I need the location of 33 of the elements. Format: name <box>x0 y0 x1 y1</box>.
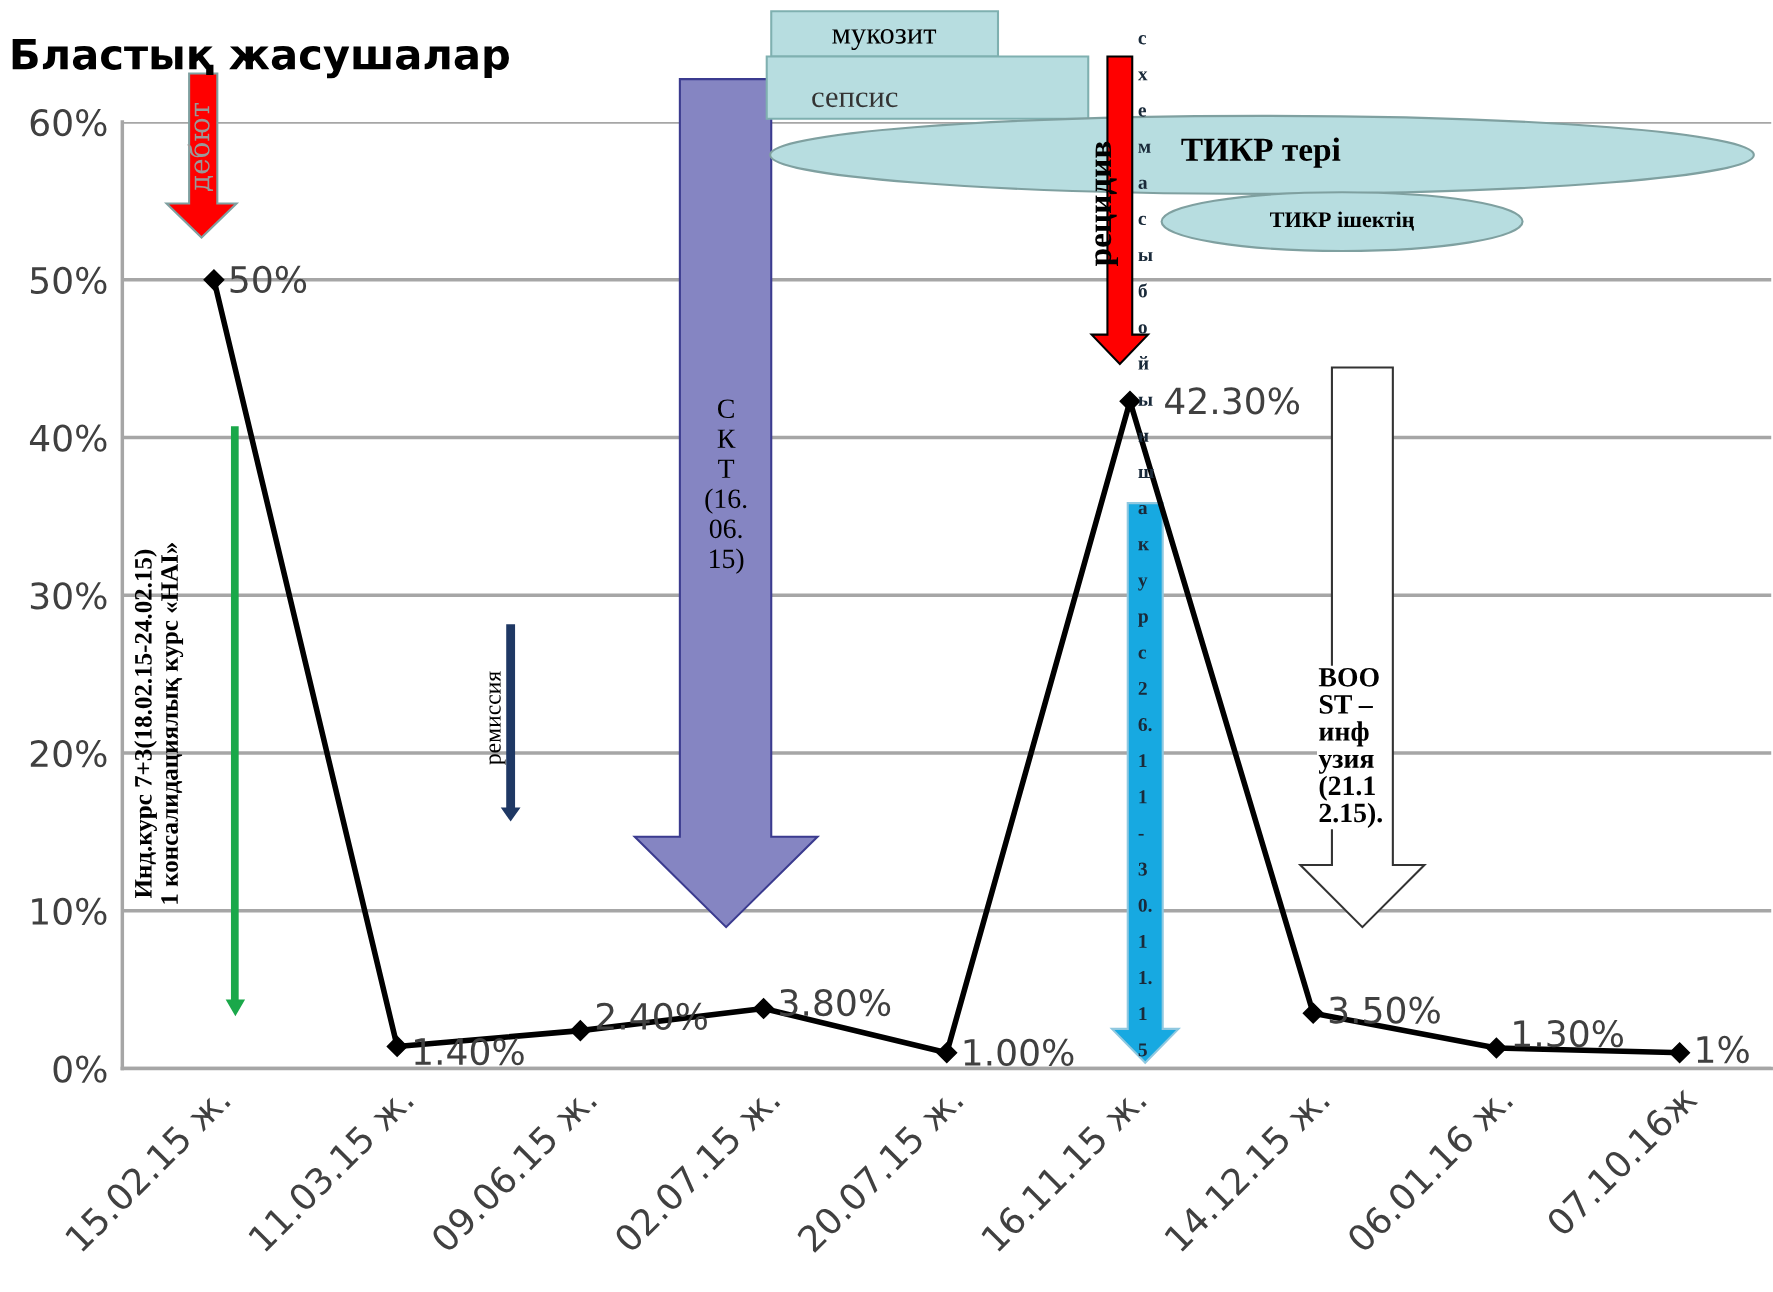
data-label: 3.80% <box>780 988 891 1017</box>
chart-title: Бластық жасушалар <box>12 38 509 79</box>
data-label: 3.50% <box>1329 996 1440 1024</box>
data-label: 1.30% <box>1514 1020 1624 1048</box>
y-tick-label: 0% <box>53 1055 107 1083</box>
point <box>1485 1037 1507 1059</box>
point <box>203 269 225 291</box>
annotation: Инд.курс 7+3(18.02.15-24.02.15) 1 консалидациялық курс «HAI» <box>134 542 184 904</box>
annotation: дебют <box>187 103 214 191</box>
point <box>936 1042 958 1064</box>
y-tick-label: 30% <box>30 582 107 610</box>
data-label: 50% <box>230 265 307 294</box>
annotation: С К Т (16. 06. 15) <box>705 399 747 574</box>
point <box>386 1035 408 1057</box>
y-tick-label: 10% <box>32 897 107 925</box>
text: сепсис <box>812 92 898 108</box>
point <box>1302 1002 1324 1024</box>
annotation: ТИКР ішектің <box>1270 211 1414 231</box>
y-tick-label: 50% <box>30 266 107 295</box>
point <box>569 1020 591 1042</box>
annotation: ремиссия <box>489 671 506 765</box>
data-label: 1% <box>1697 1035 1749 1064</box>
data-label: 42.30% <box>1165 387 1300 415</box>
annotation: ТИКР тері <box>1181 137 1341 168</box>
y-tick-label: 20% <box>30 739 107 768</box>
point <box>1669 1042 1691 1064</box>
data-label: 1.40% <box>415 1037 524 1066</box>
data-label: 1.00% <box>964 1038 1074 1066</box>
point <box>753 998 775 1020</box>
text: мукозит <box>832 29 937 51</box>
annotation: BOO ST – инф узия (21.1 2.15). <box>1318 667 1382 828</box>
y-tick-label: 40% <box>29 424 107 452</box>
y-tick-label: 60% <box>30 109 107 137</box>
